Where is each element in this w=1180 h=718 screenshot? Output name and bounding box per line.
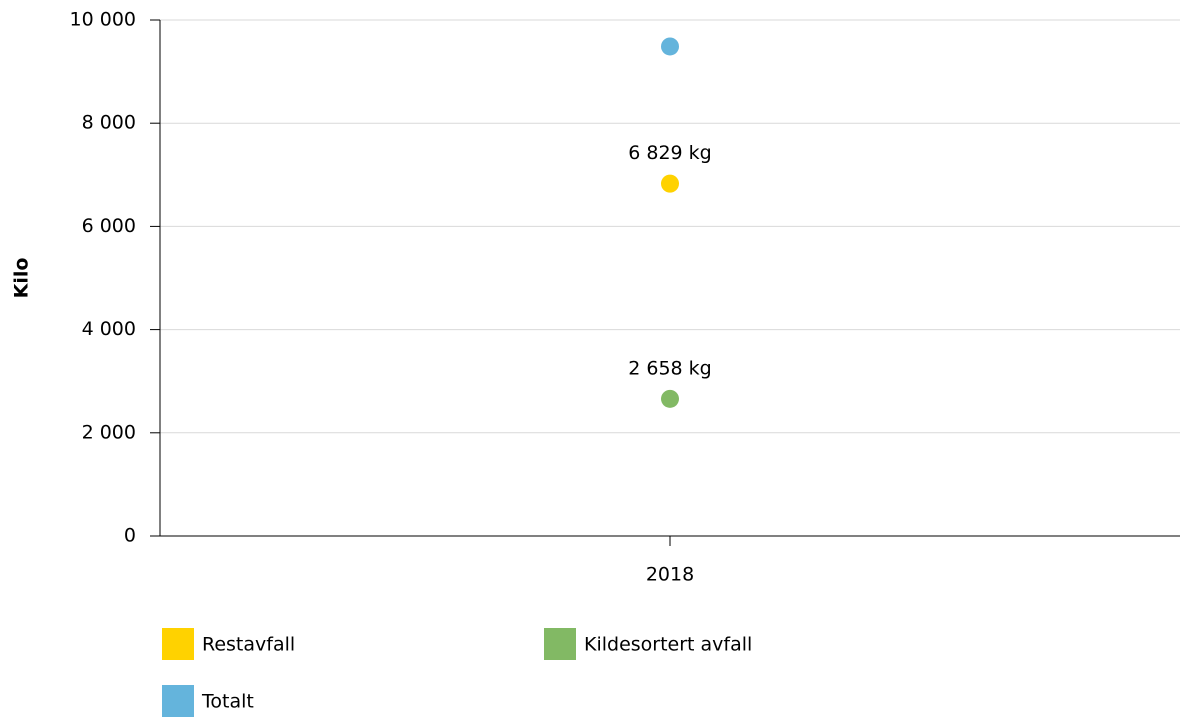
data-point [661,389,679,408]
y-axis-label: Kilo [11,258,33,299]
y-tick-label: 10 000 [70,9,136,31]
x-tick-label: 2018 [646,564,694,586]
legend-label: Kildesortert avfall [584,634,752,656]
y-tick-label: 2 000 [82,421,136,443]
data-point [661,174,679,193]
legend-label: Totalt [201,691,254,713]
legend-swatch [162,628,194,660]
data-point [661,37,679,56]
legend-swatch [544,628,576,660]
legend-swatch [162,685,194,717]
y-tick-label: 4 000 [82,318,136,340]
y-tick-label: 0 [124,525,136,547]
y-tick-label: 6 000 [82,215,136,237]
y-tick-label: 8 000 [82,112,136,134]
data-label: 2 658 kg [628,357,712,379]
legend-label: Restavfall [202,634,295,656]
data-label: 6 829 kg [628,142,712,164]
